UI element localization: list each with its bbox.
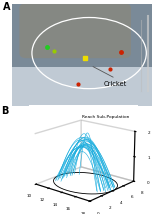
FancyBboxPatch shape — [12, 4, 152, 67]
Text: Cricket: Cricket — [104, 80, 127, 86]
Text: A: A — [3, 2, 10, 12]
FancyBboxPatch shape — [12, 67, 152, 106]
FancyBboxPatch shape — [19, 3, 131, 58]
Text: B: B — [2, 106, 9, 116]
